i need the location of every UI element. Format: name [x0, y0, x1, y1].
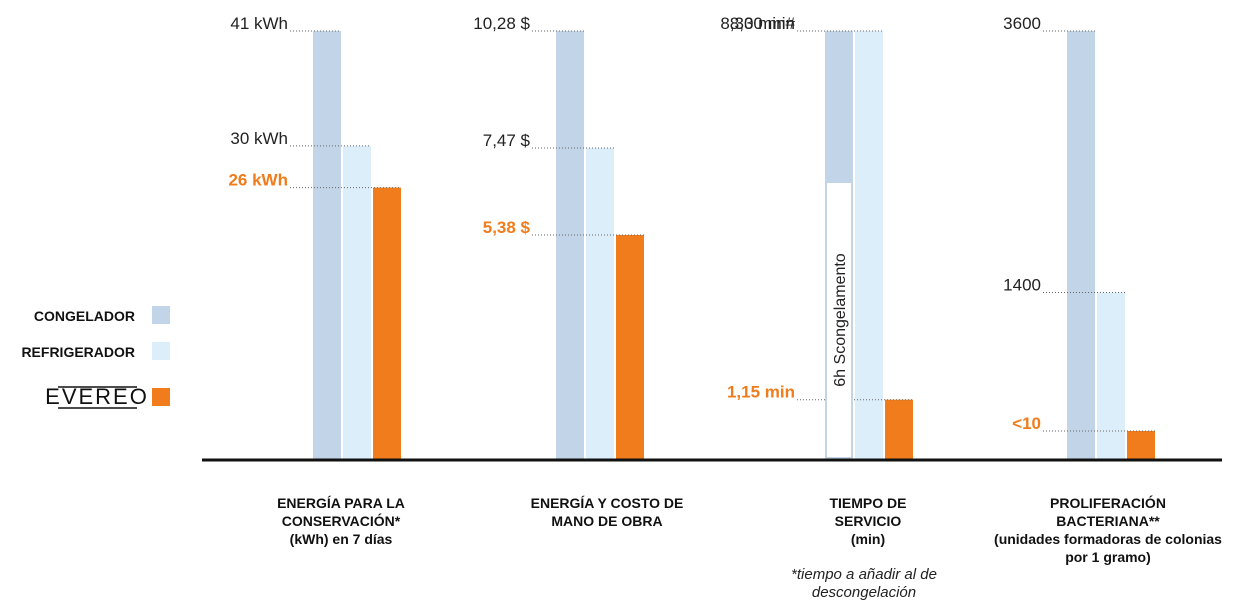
value-label-energia-conservacion-evereo: 26 kWh — [228, 171, 288, 190]
legend-swatch-congelador — [152, 306, 170, 324]
legend-label-refrigerador: REFRIGERADOR — [21, 344, 135, 360]
legend-label-evereo: EVEREO — [45, 384, 149, 409]
category-label-proliferacion-bacteriana-line-2: BACTERIANA** — [1056, 513, 1160, 529]
value-label-proliferacion-bacteriana-congelador: 3600 — [1003, 14, 1041, 33]
value-label-energia-conservacion-refrigerador: 30 kWh — [230, 129, 288, 148]
category-label-energia-conservacion-line-1: ENERGÍA PARA LA — [277, 495, 405, 511]
bar-energia-conservacion-evereo — [373, 187, 401, 459]
footnote-tiempo-servicio-line-1: *tiempo a añadir al de — [791, 566, 937, 583]
bar-tiempo-servicio-refrigerador — [855, 31, 883, 459]
value-label-energia-costo-refrigerador: 7,47 $ — [483, 131, 531, 150]
legend-swatch-refrigerador — [152, 342, 170, 360]
bar-proliferacion-bacteriana-refrigerador — [1097, 292, 1125, 459]
value-label-tiempo-servicio-evereo: 1,15 min — [727, 383, 795, 402]
evereo-logo: EVEREO — [45, 384, 149, 409]
value-label-tiempo-servicio-refrigerador: 8,30 min — [730, 14, 795, 33]
value-label-energia-costo-congelador: 10,28 $ — [473, 14, 530, 33]
legend-swatch-evereo — [152, 388, 170, 406]
defrost-box — [825, 181, 853, 459]
category-label-energia-conservacion-line-3: (kWh) en 7 días — [290, 531, 393, 547]
bar-energia-conservacion-refrigerador — [343, 145, 371, 459]
legend-label-congelador: CONGELADOR — [34, 308, 135, 324]
value-label-proliferacion-bacteriana-evereo: <10 — [1012, 414, 1041, 433]
category-label-tiempo-servicio-line-3: (min) — [851, 531, 885, 547]
bar-tiempo-servicio-evereo — [885, 399, 913, 459]
category-label-energia-costo-line-2: MANO DE OBRA — [551, 513, 662, 529]
bar-proliferacion-bacteriana-congelador — [1067, 31, 1095, 459]
category-label-energia-conservacion-line-2: CONSERVACIÓN* — [282, 512, 401, 529]
bar-energia-costo-evereo — [616, 235, 644, 459]
bar-proliferacion-bacteriana-evereo — [1127, 431, 1155, 459]
bar-energia-costo-refrigerador — [586, 147, 614, 459]
value-label-energia-costo-evereo: 5,38 $ — [483, 218, 531, 237]
bar-energia-costo-congelador — [556, 31, 584, 459]
legend: CONGELADOR REFRIGERADOR EVEREO — [21, 306, 170, 409]
category-label-tiempo-servicio-line-1: TIEMPO DE — [829, 495, 906, 511]
value-label-energia-conservacion-congelador: 41 kWh — [230, 14, 288, 33]
value-label-proliferacion-bacteriana-refrigerador: 1400 — [1003, 276, 1041, 295]
category-label-proliferacion-bacteriana-line-1: PROLIFERACIÓN — [1050, 494, 1166, 511]
category-label-tiempo-servicio-line-2: SERVICIO — [835, 513, 902, 529]
category-label-proliferacion-bacteriana-line-3: (unidades formadoras de colonias — [994, 531, 1222, 547]
defrost-label: 6h Scongelamento — [832, 253, 849, 387]
category-label-proliferacion-bacteriana-line-4: por 1 gramo) — [1065, 549, 1151, 565]
footnote-tiempo-servicio-line-2: descongelación — [812, 584, 916, 601]
category-label-energia-costo-line-1: ENERGÍA Y COSTO DE — [531, 495, 684, 511]
plot-area: 41 kWh 30 kWh 26 kWh ENERGÍA PARA LACONSERV… — [228, 14, 1222, 601]
value-label-tiempo-servicio-congelador: 8,30 min# — [720, 14, 795, 33]
bar-energia-conservacion-congelador — [313, 31, 341, 459]
